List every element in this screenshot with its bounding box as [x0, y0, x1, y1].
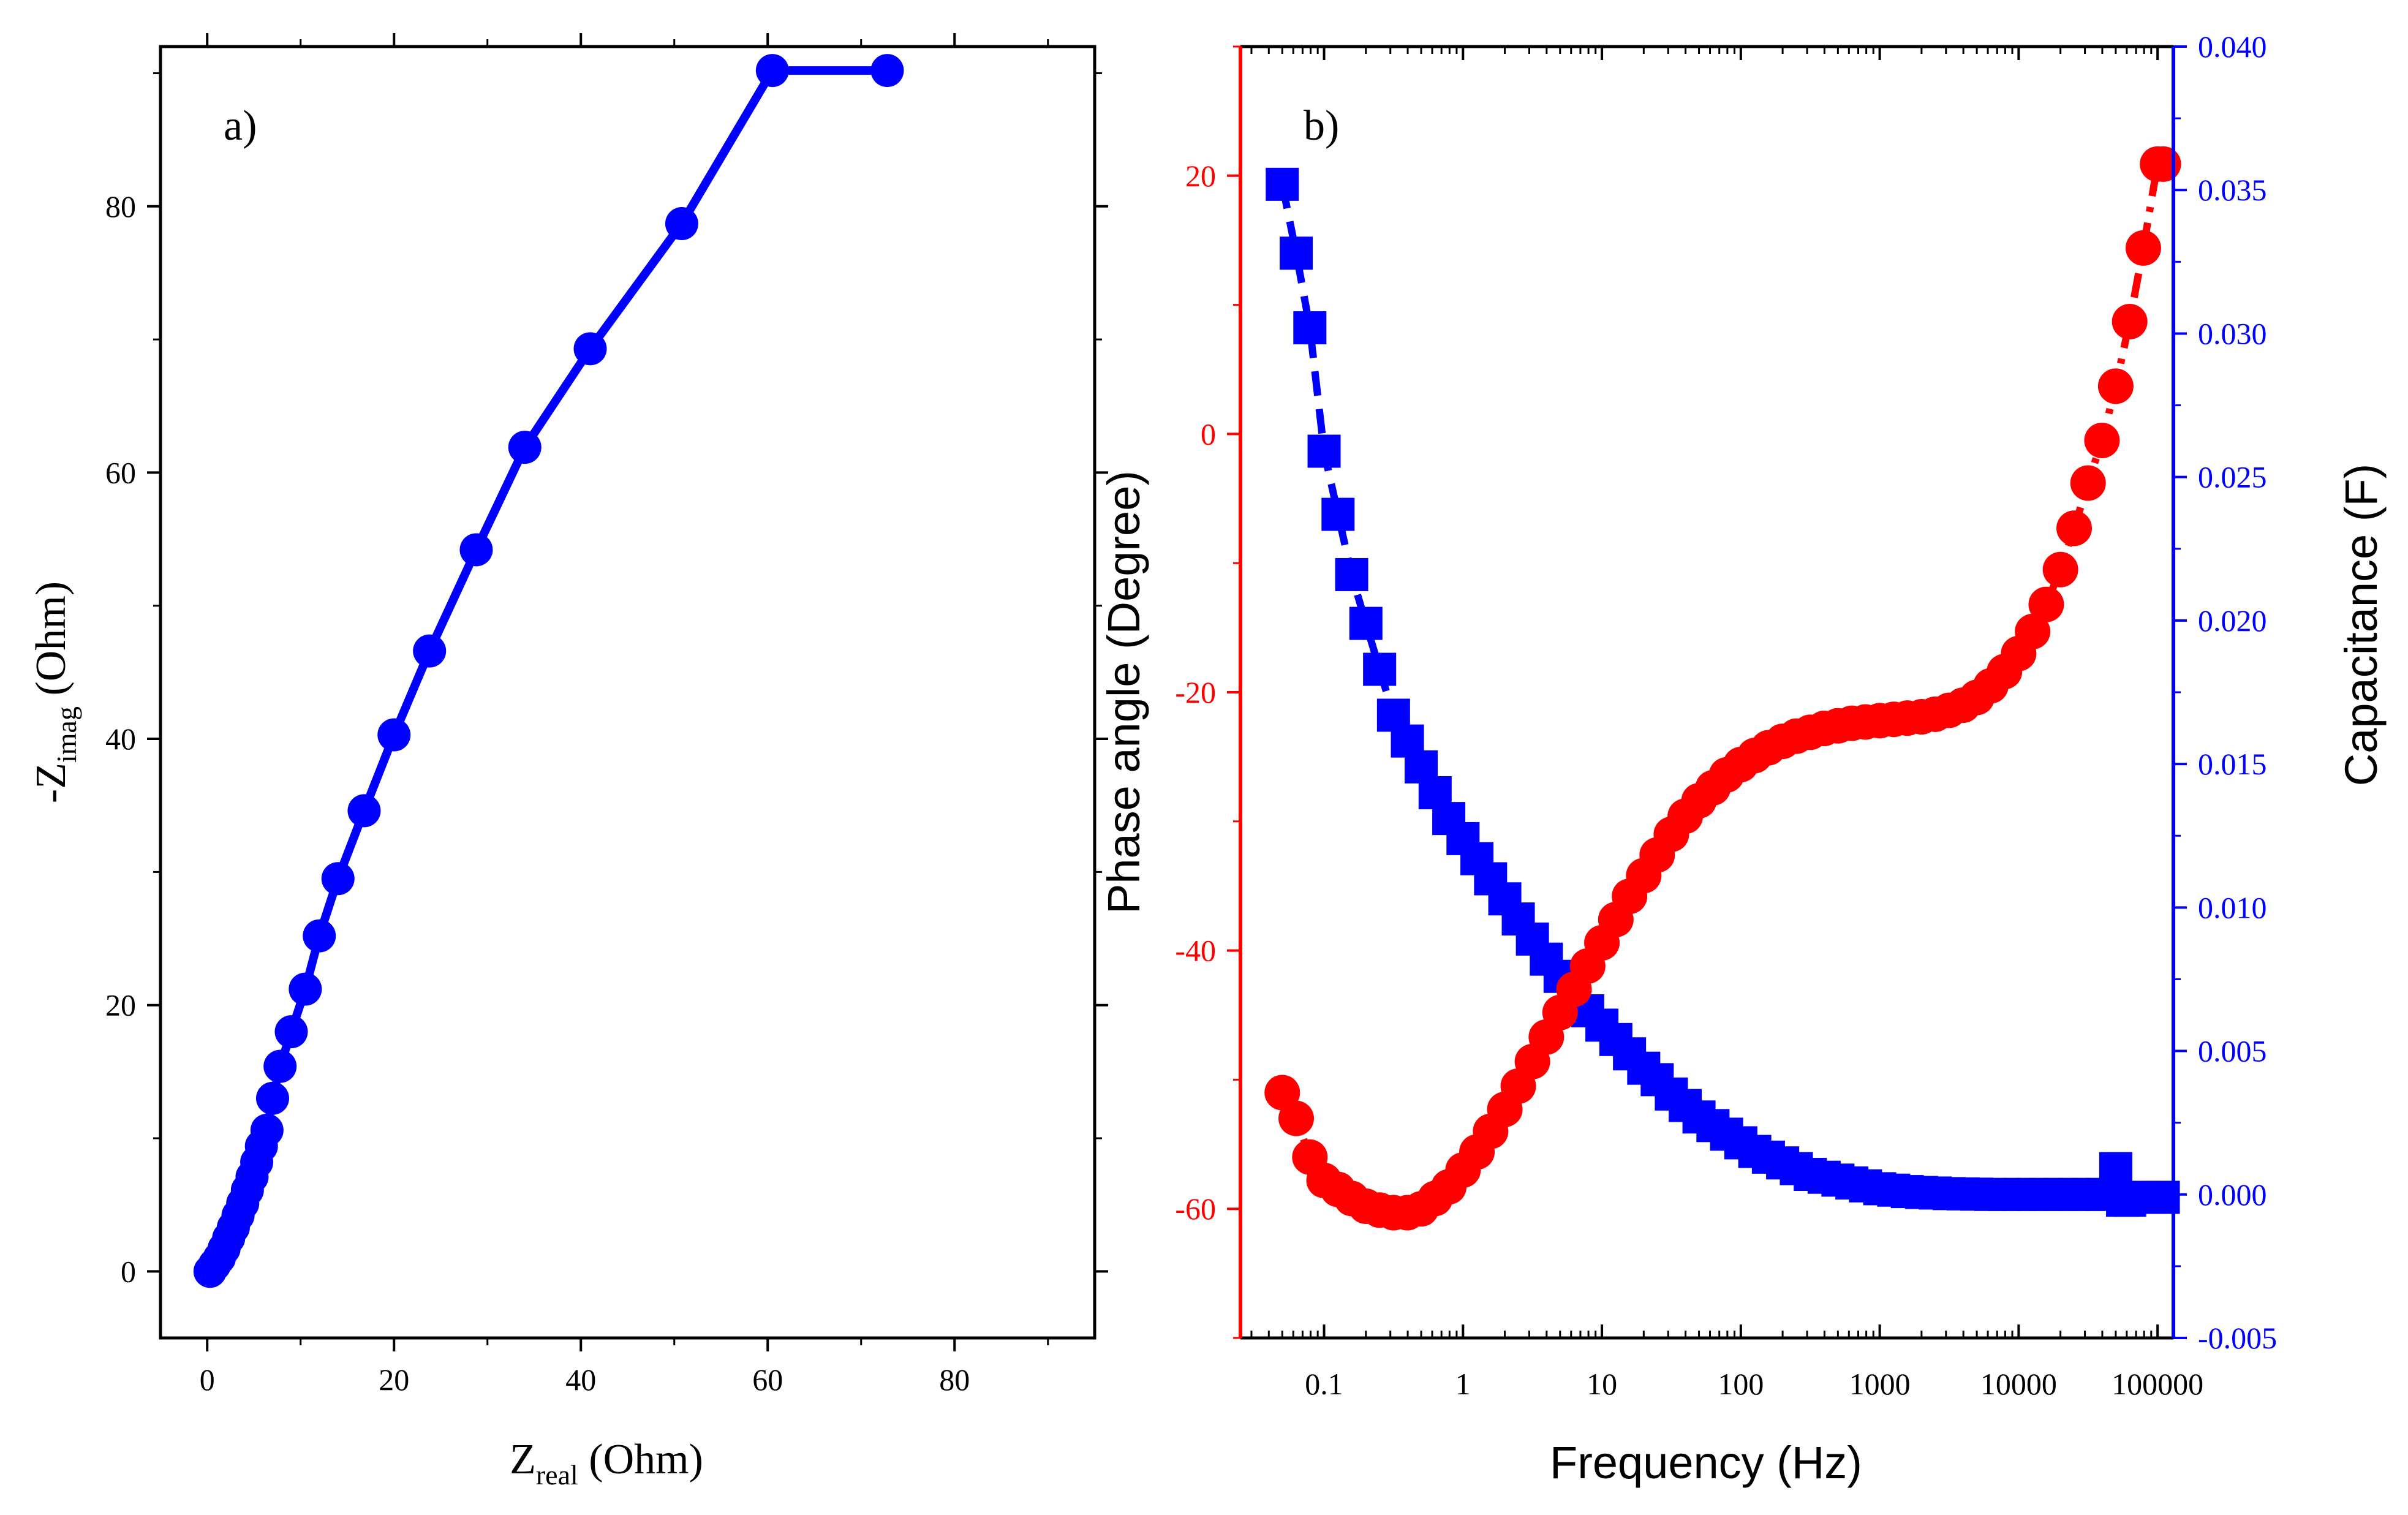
panel-b-capacitance-point [1280, 236, 1313, 270]
panel-b-left-tick-label: 20 [1185, 159, 1216, 193]
panel-a-data-point [289, 972, 322, 1006]
panel-a-y-tick-label: 80 [105, 189, 136, 224]
panel-a-data-point [263, 1049, 297, 1083]
panel-a-data-point [256, 1081, 289, 1115]
panel-b-x-tick-label: 100 [1718, 1367, 1764, 1401]
panel-b-capacitance-point [1349, 606, 1383, 640]
panel-b-right-tick-label: 0.000 [2198, 1177, 2267, 1212]
panel-a-data-point [755, 54, 789, 88]
panel-a-data-point [508, 431, 542, 464]
panel-a-data-point [274, 1015, 308, 1049]
panel-a-data-point [377, 718, 411, 752]
panel-a-data-point [573, 332, 607, 366]
panel-a-data-point [250, 1113, 284, 1147]
panel-b-capacitance-point [1321, 497, 1355, 531]
panel-b-x-tick-label: 1000 [1849, 1367, 1911, 1401]
panel-a-x-tick-label: 0 [200, 1362, 215, 1397]
panel-b-phase-point [2112, 304, 2148, 340]
panel-b-left-tick-label: 0 [1201, 417, 1216, 451]
panel-a-y-axis-title: -Zimag (Ohm) [28, 581, 82, 803]
panel-b-right-tick-label: 0.040 [2198, 29, 2267, 64]
panel-b-phase-point [2097, 368, 2134, 404]
panel-a-y-tick-label: 20 [105, 988, 136, 1022]
panel-b: 0.1 1 10 100 1000 10000 100000 -60 -40 -20 0 20 -0… [1098, 29, 2387, 1488]
panel-a-y-tick-label: 0 [121, 1254, 136, 1288]
panel-b-left-tick-label: -40 [1175, 934, 1216, 968]
panel-b-phase-series [1264, 146, 2181, 1231]
panel-b-x-tick-label: 10000 [1980, 1367, 2057, 1401]
panel-b-x-tick-label: 1 [1455, 1367, 1471, 1401]
panel-b-x-tick-label: 100000 [2112, 1367, 2203, 1401]
panel-b-right-tick-label: -0.005 [2198, 1321, 2277, 1355]
panel-b-capacitance-point [2099, 1152, 2132, 1185]
panel-b-capacitance-point [1363, 652, 1397, 686]
panel-a-x-tick-label: 40 [565, 1362, 596, 1397]
panel-a-data-point [321, 862, 355, 896]
panel-b-x-tick-label: 10 [1587, 1367, 1617, 1401]
panel-b-right-tick-label: 0.005 [2198, 1034, 2267, 1068]
panel-b-phase-point [2015, 613, 2051, 649]
panel-b-phase-point [2084, 422, 2120, 458]
panel-b-capacitance-series [1266, 167, 2180, 1217]
panel-b-phase-point [2028, 586, 2064, 622]
panel-b-left-axis-title: Phase angle (Degree) [1098, 470, 1149, 914]
panel-b-capacitance-point [1335, 557, 1368, 591]
panel-b-capacitance-point [1293, 311, 1327, 345]
panel-a-data-point [870, 54, 904, 88]
panel-b-right-tick-label: 0.015 [2198, 747, 2267, 781]
panel-b-capacitance-point [1266, 167, 1299, 201]
panel-a-x-axis-title: Zreal (Ohm) [510, 1436, 703, 1490]
panel-b-right-ticks: -0.005 0.000 0.005 0.010 0.015 0.020 0.025 0.03… [2173, 29, 2277, 1355]
panel-a-y-ticks: 0 20 40 60 80 [105, 72, 1108, 1288]
panel-a: 0 20 40 60 80 0 20 40 60 80 a) Zreal (Ohm) -Zima… [28, 33, 1108, 1490]
panel-b-label: b) [1304, 102, 1339, 149]
panel-b-x-ticks: 0.1 1 10 100 1000 10000 100000 [1250, 47, 2203, 1401]
panel-b-phase-point [1278, 1100, 1315, 1136]
panel-b-left-ticks: -60 -40 -20 0 20 [1175, 45, 1240, 1339]
panel-a-x-tick-label: 60 [752, 1362, 783, 1397]
panel-b-right-tick-label: 0.025 [2198, 460, 2267, 494]
panel-a-frame [159, 45, 1096, 1340]
panel-a-data-point [413, 634, 447, 668]
panel-a-data-point [303, 919, 336, 953]
panel-a-x-tick-label: 80 [939, 1362, 970, 1397]
panel-b-right-axis-title: Capacitance (F) [2336, 464, 2387, 786]
panel-b-right-tick-label: 0.010 [2198, 890, 2267, 924]
panel-b-x-axis-title: Frequency (Hz) [1550, 1437, 1862, 1488]
panel-b-right-tick-label: 0.020 [2198, 603, 2267, 638]
panel-b-phase-point [2145, 146, 2181, 182]
panel-a-y-tick-label: 40 [105, 722, 136, 756]
panel-a-data-point [459, 533, 493, 567]
panel-b-left-tick-label: -60 [1175, 1192, 1216, 1226]
panel-b-phase-point [2125, 230, 2161, 266]
panel-a-x-tick-label: 20 [379, 1362, 409, 1397]
panel-b-right-tick-label: 0.035 [2198, 173, 2267, 207]
panel-a-y-tick-label: 60 [105, 455, 136, 489]
panel-b-phase-point [2056, 510, 2093, 546]
panel-a-series [193, 54, 904, 1288]
panel-b-phase-point [2042, 551, 2078, 587]
panel-a-data-point [665, 207, 698, 241]
panel-b-left-tick-label: -20 [1175, 675, 1216, 709]
panel-b-capacitance-point [1307, 434, 1341, 468]
panel-b-phase-point [2070, 465, 2106, 501]
panel-a-label: a) [224, 102, 257, 149]
panel-b-x-tick-label: 0.1 [1305, 1367, 1343, 1401]
panel-a-x-ticks: 0 20 40 60 80 [200, 33, 1049, 1397]
panel-a-data-point [347, 794, 381, 828]
panel-b-right-tick-label: 0.030 [2198, 316, 2267, 350]
